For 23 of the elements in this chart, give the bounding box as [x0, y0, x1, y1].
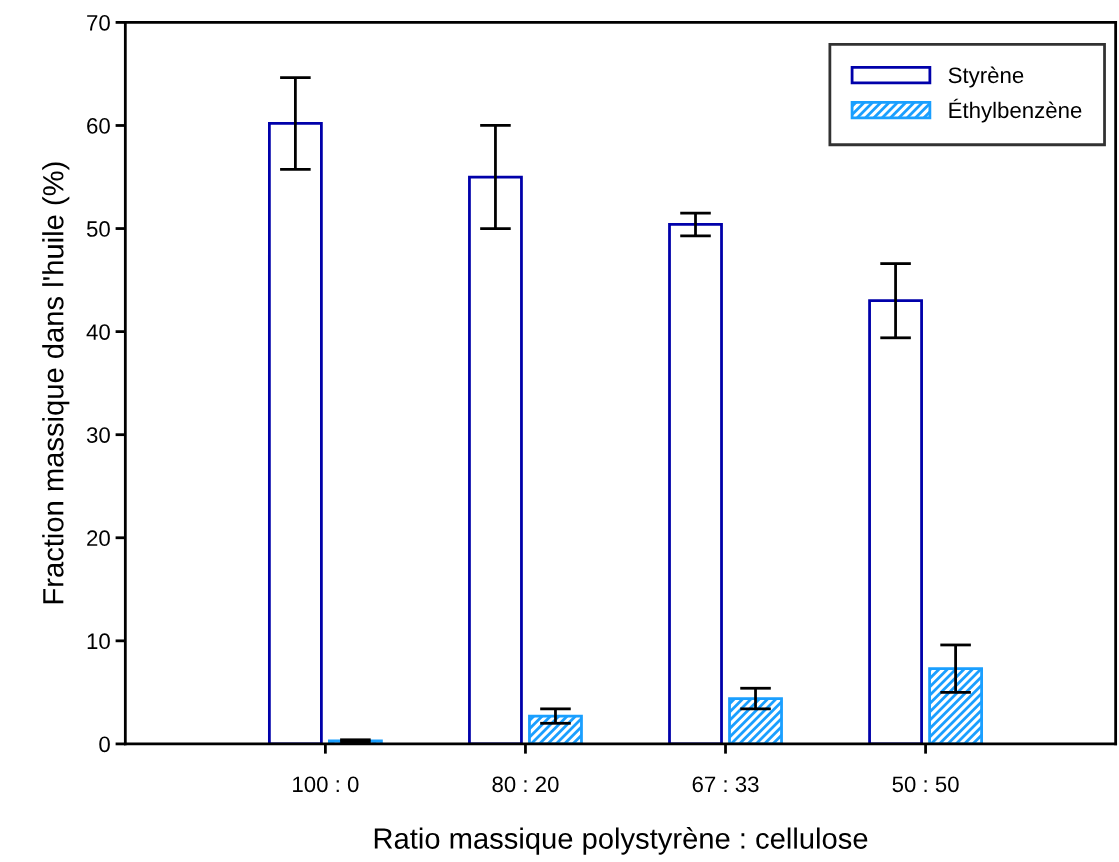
y-tick-label: 20 — [87, 530, 110, 547]
bar — [528, 714, 583, 744]
legend-label: Éthylbenzène — [949, 98, 1082, 123]
bar — [868, 299, 923, 744]
x-tick-label: 80 : 20 — [492, 776, 559, 793]
x-tick-label: 50 : 50 — [892, 776, 959, 793]
x-tick-label: 100 : 0 — [293, 776, 359, 793]
y-tick-label: 40 — [86, 324, 110, 340]
y-tick-label: 60 — [87, 118, 110, 134]
x-tick-label: 67 : 33 — [692, 776, 759, 793]
bar — [668, 223, 723, 744]
bar — [267, 122, 323, 744]
y-tick-label: 30 — [86, 427, 110, 443]
y-axis-title: Fraction massique dans l'huile (%) — [42, 162, 70, 604]
y-tick-label: 0 — [99, 736, 110, 753]
x-axis-title: Ratio massique polystyrène : cellulose — [374, 827, 868, 855]
bar — [928, 667, 983, 744]
y-tick-label: 10 — [87, 633, 110, 650]
bar — [468, 175, 523, 744]
y-tick-label: 50 — [86, 221, 110, 237]
legend-label: Styrène — [948, 66, 1024, 88]
bar — [728, 697, 783, 744]
y-tick-label: 70 — [87, 14, 110, 31]
